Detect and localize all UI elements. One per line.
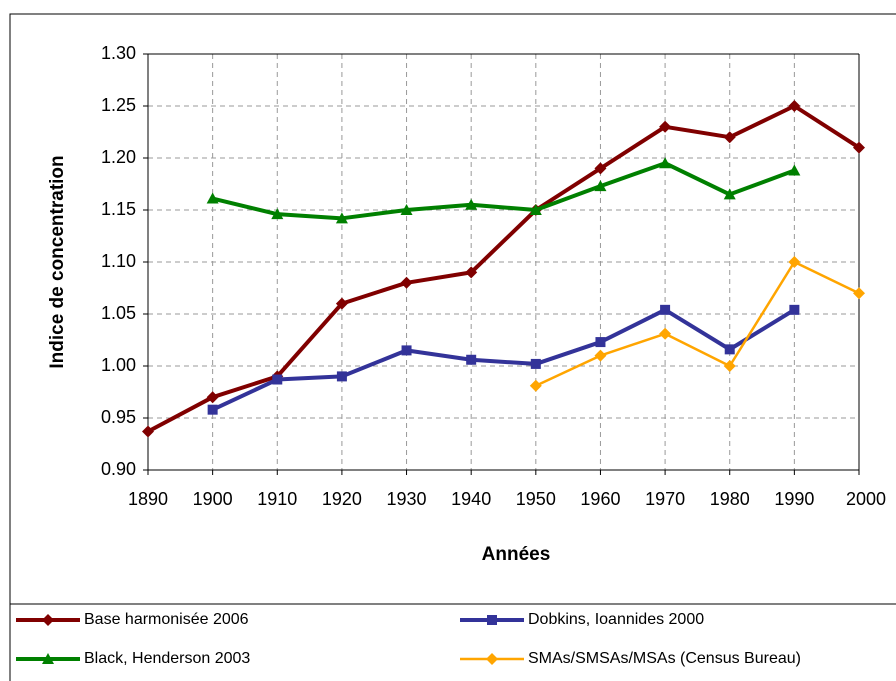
marker (206, 391, 219, 404)
marker (335, 297, 348, 310)
y-tick-label: 1.10 (101, 251, 136, 271)
marker (336, 371, 347, 382)
y-tick-label: 1.15 (101, 199, 136, 219)
marker (42, 653, 54, 664)
marker (853, 141, 865, 154)
x-tick-label: 1930 (387, 489, 427, 509)
marker (723, 360, 736, 372)
series-line (211, 307, 796, 412)
y-tick-label: 1.05 (101, 303, 136, 323)
marker (207, 404, 218, 415)
marker (206, 192, 219, 204)
x-tick-label: 1980 (710, 489, 750, 509)
marker (142, 425, 154, 438)
marker (659, 327, 672, 340)
marker (659, 120, 672, 133)
marker (487, 615, 497, 625)
marker (723, 131, 736, 144)
series-line (147, 104, 861, 434)
chart-frame (9, 13, 896, 681)
x-tick-label: 1900 (193, 489, 233, 509)
legend-label: Black, Henderson 2003 (84, 650, 250, 667)
x-tick-label: 1890 (128, 489, 168, 509)
marker (594, 162, 607, 175)
y-tick-label: 0.90 (101, 459, 136, 479)
y-tick-label: 1.20 (101, 147, 136, 167)
legend-label: Base harmonisée 2006 (84, 611, 249, 628)
marker (465, 266, 478, 279)
x-tick-label: 1920 (322, 489, 362, 509)
marker (400, 204, 413, 215)
x-tick-label: 2000 (846, 489, 886, 509)
marker (788, 164, 801, 176)
marker (272, 374, 283, 385)
marker (724, 344, 735, 355)
marker (529, 204, 542, 215)
marker (271, 208, 284, 220)
marker (400, 276, 413, 289)
marker (42, 614, 54, 626)
legend: Base harmonisée 2006 Dobkins, Ioannides 2… (16, 611, 801, 667)
marker (789, 304, 800, 315)
legend-label: Dobkins, Ioannides 2000 (528, 611, 704, 628)
marker (401, 345, 412, 356)
x-tick-label: 1970 (645, 489, 685, 509)
x-tick-label: 1950 (516, 489, 556, 509)
y-tick-label: 1.00 (101, 355, 136, 375)
x-tick-label: 1960 (580, 489, 620, 509)
marker (594, 180, 607, 192)
marker (723, 188, 736, 200)
series-line (535, 260, 860, 387)
marker (466, 354, 477, 365)
marker (335, 212, 348, 224)
y-axis-title: Indice de concentration (47, 155, 68, 368)
marker (659, 157, 672, 169)
y-tick-label: 1.30 (101, 43, 136, 63)
marker (853, 287, 865, 300)
x-axis-title: Années (482, 544, 551, 565)
x-tick-label: 1940 (451, 489, 491, 509)
marker (486, 653, 498, 665)
marker (660, 304, 671, 315)
marker (788, 100, 801, 112)
y-tick-label: 0.95 (101, 407, 136, 427)
legend-frame (9, 603, 896, 681)
series-line (212, 161, 796, 221)
marker (788, 256, 801, 268)
marker (530, 358, 541, 369)
marker (529, 379, 542, 392)
y-tick-label: 1.25 (101, 95, 136, 115)
x-tick-label: 1990 (774, 489, 814, 509)
marker (465, 198, 478, 210)
legend-label: SMAs/SMSAs/MSAs (Census Bureau) (528, 650, 801, 667)
x-tick-label: 1910 (257, 489, 297, 509)
marker (594, 349, 607, 362)
marker (595, 337, 606, 348)
